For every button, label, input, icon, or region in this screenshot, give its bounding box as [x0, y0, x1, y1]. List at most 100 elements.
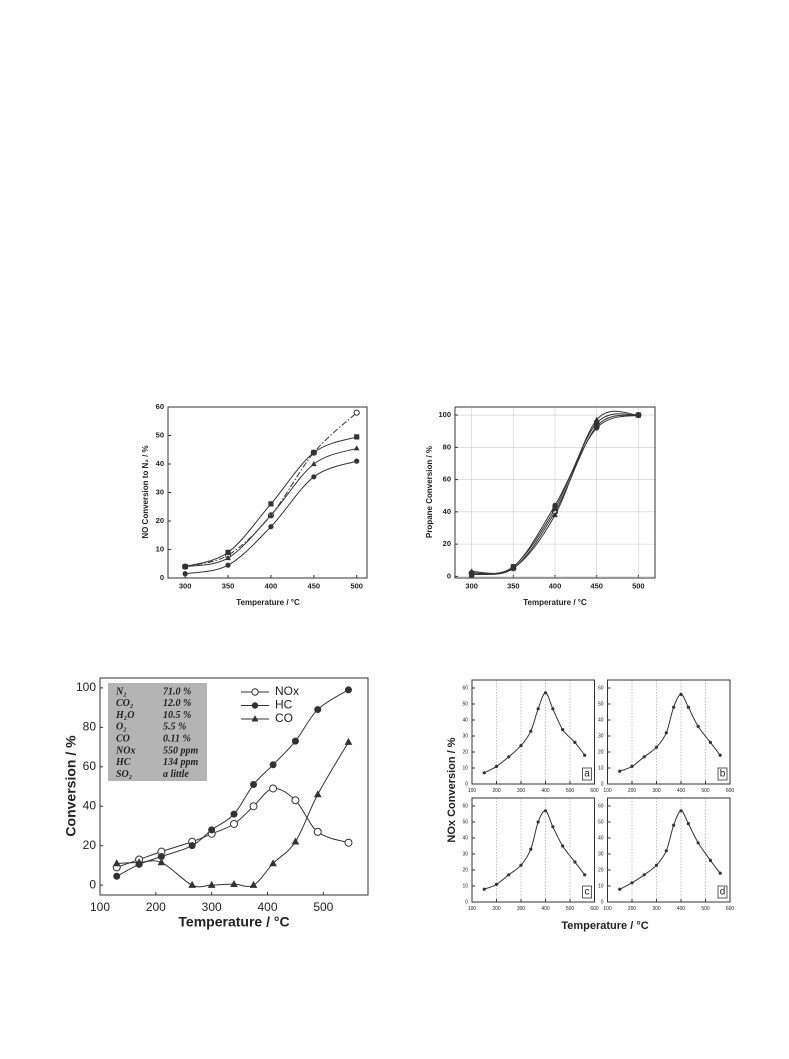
series-line: [484, 810, 586, 890]
marker: [313, 827, 322, 836]
x-tick-label: 500: [566, 788, 575, 794]
marker: [207, 880, 216, 888]
marker: [268, 524, 274, 530]
y-tick-label: 20: [462, 867, 468, 873]
x-tick-label: 500: [701, 788, 710, 794]
plot-frame: [99, 677, 369, 896]
legend-marker: [251, 702, 259, 709]
marker: [552, 511, 558, 518]
y-tick-label: 50: [462, 701, 468, 707]
plot-frame: [454, 406, 656, 579]
x-tick-label: 100: [468, 788, 477, 794]
x-tick-label: 300: [652, 788, 661, 794]
marker: [594, 420, 600, 426]
marker: [482, 771, 486, 775]
annotation-text: 12.0 %: [163, 698, 191, 709]
y-tick-label: 40: [156, 459, 164, 468]
annotation-box: [108, 683, 207, 781]
legend-marker: [251, 715, 259, 722]
y-tick-label: 20: [598, 867, 604, 873]
marker: [344, 838, 353, 847]
y-tick-label: 60: [156, 402, 164, 411]
marker: [157, 858, 166, 866]
marker: [494, 764, 499, 769]
marker: [507, 755, 511, 759]
x-tick-label: 400: [541, 906, 550, 912]
y-tick-label: 20: [443, 539, 451, 548]
marker: [157, 853, 165, 861]
marker: [135, 858, 143, 866]
x-tick-label: 400: [677, 906, 686, 912]
x-tick-label: 200: [628, 788, 637, 794]
series-line: [619, 810, 721, 890]
y-axis-label: NOx Conversion / %: [446, 737, 458, 842]
marker: [311, 474, 317, 480]
marker: [594, 425, 600, 431]
y-tick-label: 60: [83, 759, 97, 773]
panel-label-box: [717, 885, 728, 899]
marker: [543, 809, 548, 813]
marker: [353, 409, 360, 416]
y-tick-label: 40: [598, 717, 604, 723]
x-tick-label: 400: [257, 900, 277, 914]
x-tick-label: 100: [603, 906, 612, 912]
y-tick-label: 80: [83, 719, 97, 733]
x-tick-label: 500: [313, 900, 333, 914]
y-tick-label: 30: [462, 733, 468, 739]
annotation-text: 134 ppm: [163, 757, 199, 768]
marker: [230, 879, 238, 887]
marker: [654, 745, 659, 749]
y-tick-label: 20: [156, 516, 164, 525]
marker: [249, 880, 258, 888]
marker: [268, 501, 274, 507]
marker: [188, 842, 196, 850]
y-tick-label: 20: [462, 749, 468, 755]
y-tick-label: 30: [598, 733, 604, 739]
marker: [314, 706, 322, 714]
x-tick-label: 200: [492, 788, 501, 794]
x-axis-label: Temperature / °C: [523, 598, 587, 607]
x-tick-label: 100: [90, 900, 110, 914]
annotation-text: a little: [163, 769, 189, 780]
plot-frame: [167, 406, 368, 579]
marker: [551, 707, 555, 711]
y-tick-label: 10: [462, 765, 468, 771]
marker: [536, 707, 540, 711]
y-tick-label: 10: [156, 544, 164, 553]
annotation-text: 10.5 %: [163, 710, 191, 721]
panel-label: a: [584, 769, 590, 780]
x-tick-label: 200: [146, 900, 166, 914]
x-tick-label: 400: [265, 582, 278, 591]
y-tick-label: 40: [462, 835, 468, 841]
y-tick-label: 10: [598, 883, 604, 889]
y-tick-label: 60: [462, 685, 468, 691]
marker: [269, 859, 277, 867]
marker: [269, 761, 277, 769]
marker: [507, 873, 511, 877]
series-line: [619, 693, 721, 772]
marker: [510, 564, 516, 570]
marker: [230, 819, 238, 828]
annotation-text: 5.5 %: [163, 722, 186, 733]
y-tick-label: 0: [89, 877, 96, 891]
y-tick-label: 10: [598, 765, 604, 771]
marker: [708, 858, 713, 863]
x-tick-label: 350: [222, 582, 235, 591]
plot-frame: [471, 797, 595, 903]
marker: [654, 863, 659, 867]
legend-label: NOx: [275, 684, 299, 698]
marker: [313, 790, 322, 798]
panel-label: c: [585, 887, 590, 898]
y-tick-label: 30: [462, 851, 468, 857]
marker: [551, 825, 555, 829]
marker: [268, 512, 274, 518]
x-tick-label: 300: [202, 900, 222, 914]
marker: [113, 872, 121, 880]
y-tick-label: 30: [598, 851, 604, 857]
marker: [269, 784, 278, 793]
marker: [182, 563, 189, 569]
annotation-text: CO: [116, 733, 130, 744]
y-tick-label: 50: [156, 430, 164, 439]
annotation-text: SO₂: [116, 769, 132, 780]
x-tick-label: 500: [632, 582, 645, 591]
